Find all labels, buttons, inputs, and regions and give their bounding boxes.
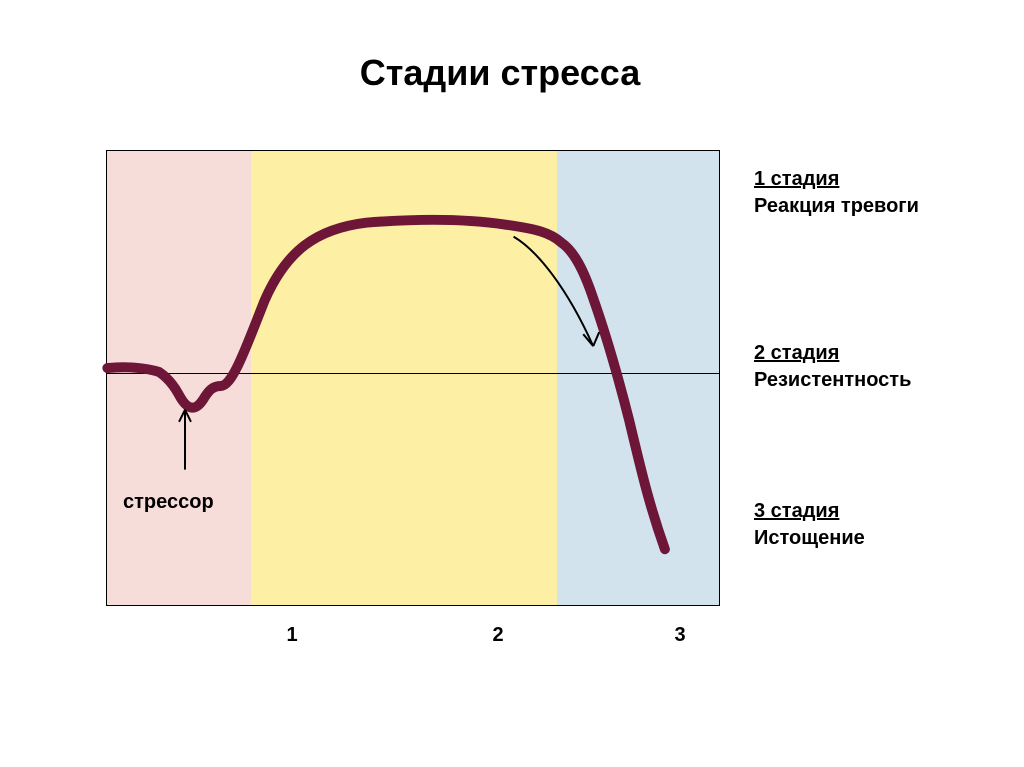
down-arrow-head [583, 332, 599, 346]
stressor-label: стрессор [123, 491, 214, 514]
legend-2-title: 2 стадия [754, 340, 911, 367]
page-title: Стадии стресса [290, 52, 710, 94]
legend-2: 2 стадия Резистентность [754, 340, 911, 394]
down-arrow-path [514, 237, 594, 347]
legend-2-desc: Резистентность [754, 367, 911, 394]
legend-1-desc: Реакция тревоги [754, 193, 919, 220]
stress-curve [107, 151, 719, 605]
chart-box: стрессор [106, 150, 720, 606]
legend-1-title: 1 стадия [754, 166, 919, 193]
legend-3: 3 стадия Истощение [754, 498, 865, 552]
stressor-arrow [179, 410, 191, 470]
axis-label-1: 1 [282, 624, 302, 647]
legend-3-desc: Истощение [754, 525, 865, 552]
axis-label-3: 3 [670, 624, 690, 647]
legend-3-title: 3 стадия [754, 498, 865, 525]
legend-1: 1 стадия Реакция тревоги [754, 166, 919, 220]
axis-label-2: 2 [488, 624, 508, 647]
